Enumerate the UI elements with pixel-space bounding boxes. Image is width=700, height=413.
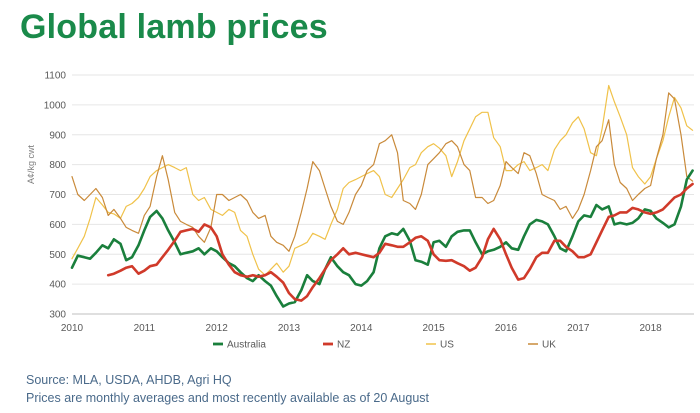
x-tick-label: 2018 [639, 323, 662, 334]
series-line-us [71, 84, 694, 276]
y-tick-label: 700 [49, 190, 66, 201]
legend: Australia NZ US UK [213, 340, 556, 351]
y-tick-label: 900 [49, 130, 66, 141]
y-tick-label: 300 [49, 310, 66, 321]
gridlines [72, 74, 694, 285]
x-tick-label: 2016 [495, 323, 518, 334]
x-tick-label: 2017 [567, 323, 590, 334]
series-lines [70, 84, 694, 308]
y-tick-label: 1100 [44, 71, 66, 82]
chart-title: Global lamb prices [20, 8, 328, 46]
source-note: Source: MLA, USDA, AHDB, Agri HQ [26, 373, 232, 387]
legend-label-uk: UK [542, 340, 556, 351]
x-tick-label: 2014 [350, 323, 373, 334]
x-axis: 2010 2011 2012 2013 2014 2015 2016 2017 2018 [61, 313, 694, 334]
series-line-australia [70, 169, 694, 308]
legend-label-nz: NZ [337, 340, 350, 351]
y-axis-label: A¢/kg cwt [26, 144, 36, 184]
y-tick-label: 600 [49, 220, 66, 231]
methodology-note: Prices are monthly averages and most rec… [26, 391, 429, 405]
y-tick-label: 1000 [44, 100, 67, 111]
line-chart: 300 400 500 600 700 800 900 1000 1100 A¢/kg cwt 2… [26, 71, 694, 351]
y-tick-label: 500 [49, 250, 66, 261]
legend-label-us: US [440, 340, 454, 351]
x-tick-label: 2010 [61, 323, 84, 334]
y-tick-label: 400 [49, 280, 66, 291]
x-tick-label: 2011 [134, 323, 156, 334]
y-axis: 300 400 500 600 700 800 900 1000 1100 A¢/kg cwt [26, 71, 66, 321]
series-line-uk [71, 92, 694, 252]
y-tick-label: 800 [49, 160, 66, 171]
legend-label-australia: Australia [227, 340, 266, 351]
x-tick-label: 2015 [423, 323, 446, 334]
x-tick-label: 2012 [206, 323, 229, 334]
x-tick-label: 2013 [278, 323, 301, 334]
series-line-nz [106, 182, 694, 302]
